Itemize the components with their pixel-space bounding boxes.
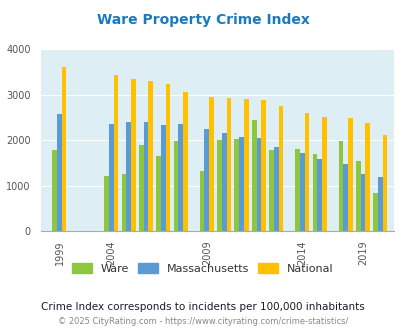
Bar bbox=[165, 83, 170, 231]
Bar bbox=[243, 98, 248, 231]
Bar bbox=[199, 171, 204, 231]
Bar bbox=[148, 81, 153, 231]
Legend: Ware, Massachusetts, National: Ware, Massachusetts, National bbox=[68, 259, 337, 278]
Bar bbox=[360, 174, 364, 231]
Text: Ware Property Crime Index: Ware Property Crime Index bbox=[96, 13, 309, 27]
Text: Crime Index corresponds to incidents per 100,000 inhabitants: Crime Index corresponds to incidents per… bbox=[41, 302, 364, 312]
Bar bbox=[377, 178, 382, 231]
Bar bbox=[260, 100, 265, 231]
Bar bbox=[256, 138, 260, 231]
Bar bbox=[57, 115, 62, 231]
Bar bbox=[178, 124, 183, 231]
Bar bbox=[204, 129, 209, 231]
Bar bbox=[226, 98, 230, 231]
Bar bbox=[355, 161, 360, 231]
Bar bbox=[161, 125, 165, 231]
Bar bbox=[364, 122, 369, 231]
Bar bbox=[217, 140, 221, 231]
Bar bbox=[382, 135, 386, 231]
Bar bbox=[52, 150, 57, 231]
Bar bbox=[113, 75, 118, 231]
Bar bbox=[234, 139, 239, 231]
Bar bbox=[251, 120, 256, 231]
Bar bbox=[131, 80, 135, 231]
Bar bbox=[304, 113, 309, 231]
Bar bbox=[104, 176, 109, 231]
Bar bbox=[109, 124, 113, 231]
Bar bbox=[317, 159, 321, 231]
Bar bbox=[299, 153, 304, 231]
Bar bbox=[347, 118, 352, 231]
Bar bbox=[183, 92, 187, 231]
Bar bbox=[278, 106, 283, 231]
Bar bbox=[173, 141, 178, 231]
Bar bbox=[62, 67, 66, 231]
Text: © 2025 CityRating.com - https://www.cityrating.com/crime-statistics/: © 2025 CityRating.com - https://www.city… bbox=[58, 317, 347, 326]
Bar bbox=[338, 141, 343, 231]
Bar bbox=[156, 156, 161, 231]
Bar bbox=[139, 145, 143, 231]
Bar bbox=[321, 116, 326, 231]
Bar bbox=[294, 149, 299, 231]
Bar bbox=[221, 133, 226, 231]
Bar bbox=[143, 122, 148, 231]
Bar bbox=[343, 164, 347, 231]
Bar bbox=[239, 137, 243, 231]
Bar bbox=[126, 122, 131, 231]
Bar bbox=[122, 174, 126, 231]
Bar bbox=[269, 150, 273, 231]
Bar bbox=[312, 154, 317, 231]
Bar bbox=[373, 193, 377, 231]
Bar bbox=[209, 97, 213, 231]
Bar bbox=[273, 147, 278, 231]
